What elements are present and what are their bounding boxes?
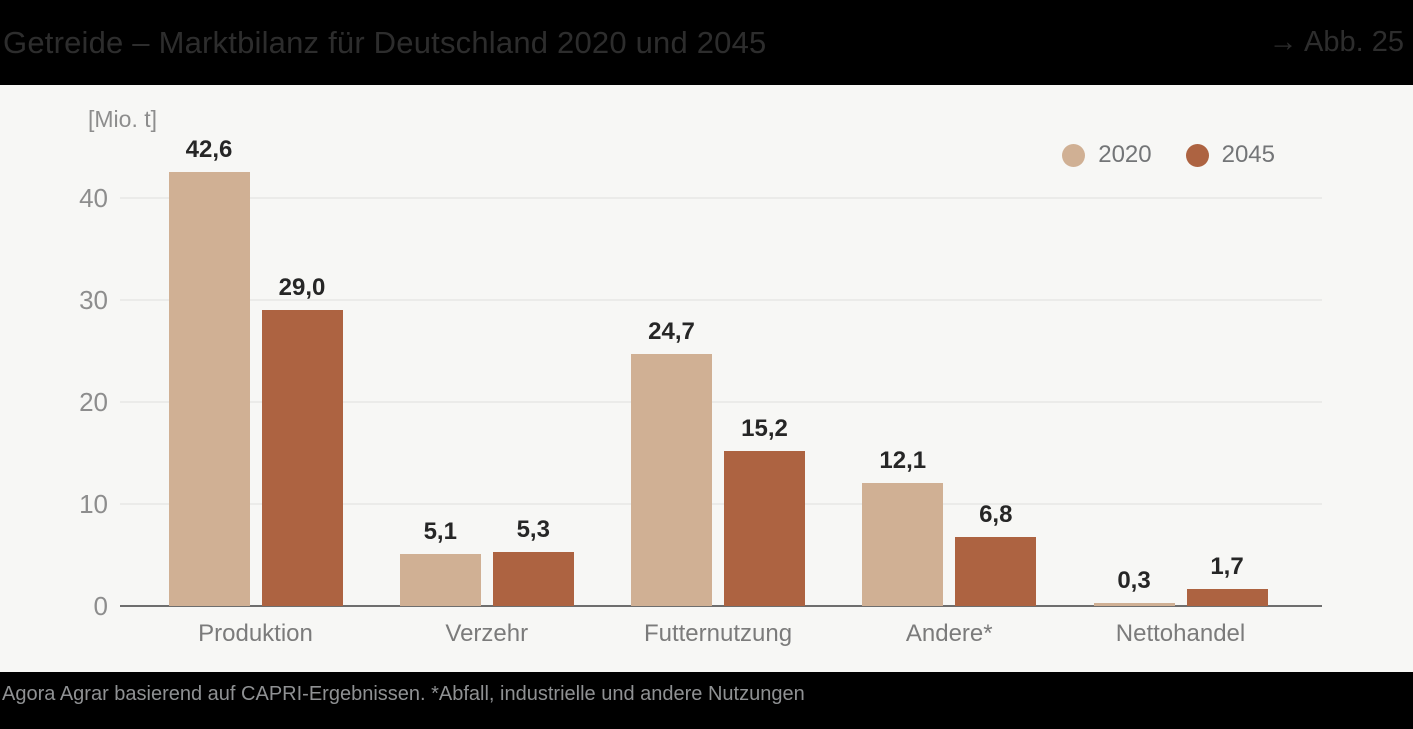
legend-label-2045: 2045 — [1221, 141, 1275, 168]
gridline-20 — [120, 401, 1322, 404]
bar-2020-futternutzung — [631, 354, 712, 606]
bar-value-label-2020-produktion: 42,6 — [185, 136, 233, 163]
page-title: Getreide – Marktbilanz für Deutschland 2… — [3, 24, 767, 60]
bar-2045-nettohandel — [1186, 589, 1268, 606]
x-category-label-verzehr: Verzehr — [445, 620, 529, 647]
bar-value-label-2020-verzehr: 5,1 — [423, 518, 457, 545]
bar-2045-andere — [955, 537, 1037, 606]
legend-swatch-2045 — [1185, 143, 1209, 167]
header-bar: Getreide – Marktbilanz für Deutschland 2… — [0, 0, 1413, 85]
bar-2045-produktion — [261, 310, 343, 606]
bar-value-label-2045-futternutzung: 15,2 — [741, 415, 788, 442]
bar-value-label-2020-nettohandel: 0,3 — [1117, 567, 1151, 594]
y-tick-label-0: 0 — [93, 591, 108, 621]
gridline-10 — [120, 503, 1322, 506]
legend-label-2020: 2020 — [1098, 141, 1152, 168]
bar-2020-produktion — [168, 172, 250, 606]
bar-value-label-2045-verzehr: 5,3 — [516, 516, 550, 543]
legend-swatch-2020 — [1062, 143, 1086, 167]
bar-value-label-2045-nettohandel: 1,7 — [1210, 553, 1244, 580]
chart-area: [Mio. t] 2020 2045 0 10 20 30 40 42,6 29,0 Prod… — [0, 85, 1413, 672]
gridline-40 — [120, 197, 1322, 200]
legend: 2020 2045 — [1062, 141, 1275, 169]
bar-value-label-2045-produktion: 29,0 — [278, 274, 326, 301]
y-tick-label-30: 30 — [79, 285, 108, 316]
x-category-label-nettohandel: Nettohandel — [1115, 620, 1246, 647]
bar-2020-nettohandel — [1093, 603, 1175, 606]
y-tick-label-10: 10 — [79, 489, 108, 520]
bar-value-label-2045-andere: 6,8 — [979, 501, 1013, 528]
y-axis-unit-label: [Mio. t] — [88, 106, 158, 132]
bar-value-label-2020-futternutzung: 24,7 — [648, 318, 695, 345]
x-category-label-futternutzung: Futternutzung — [643, 620, 793, 647]
bar-value-label-2020-andere: 12,1 — [879, 447, 927, 474]
x-category-label-andere: Andere* — [905, 620, 993, 647]
legend-item-2045: 2045 — [1185, 141, 1275, 169]
y-tick-label-20: 20 — [79, 387, 108, 418]
source-note: Agora Agrar basierend auf CAPRI-Ergebnis… — [2, 683, 805, 705]
bar-2045-verzehr — [492, 552, 574, 606]
x-axis-line — [120, 605, 1322, 607]
legend-item-2020: 2020 — [1062, 141, 1152, 169]
figure-number: → Abb. 25 — [1268, 26, 1404, 58]
footer-bar: Agora Agrar basierend auf CAPRI-Ergebnis… — [0, 672, 1413, 729]
y-tick-label-40: 40 — [79, 183, 108, 214]
x-category-label-produktion: Produktion — [198, 620, 313, 647]
bar-2020-andere — [862, 483, 944, 606]
bar-2020-verzehr — [399, 554, 481, 606]
gridline-30 — [120, 299, 1322, 302]
bar-2045-futternutzung — [724, 451, 805, 606]
